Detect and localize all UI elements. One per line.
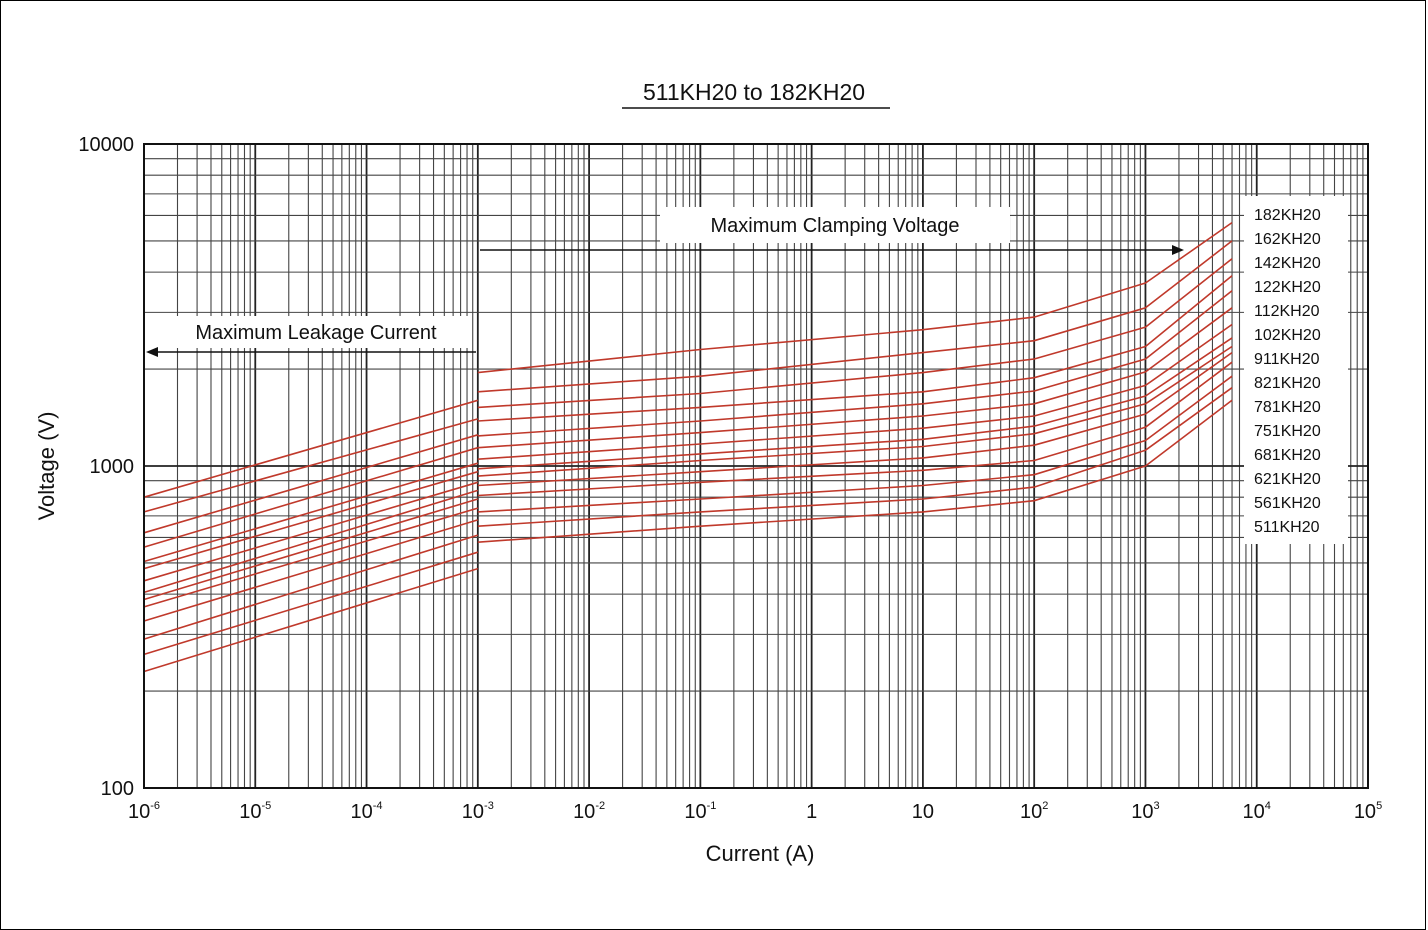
legend-entry: 911KH20 xyxy=(1254,351,1320,368)
y-tick-label: 100 xyxy=(101,778,134,800)
clamping-line-821KH20 xyxy=(477,337,1233,470)
clamping-line-911KH20 xyxy=(477,323,1233,460)
clamping-line-142KH20 xyxy=(477,258,1233,409)
legend-box xyxy=(1244,196,1348,544)
y-tick-label: 1000 xyxy=(90,456,135,478)
leakage-line-911KH20 xyxy=(143,481,479,582)
clamping-line-681KH20 xyxy=(477,361,1233,497)
clamping-line-162KH20 xyxy=(477,240,1233,393)
legend: 182KH20 162KH20 142KH20 122KH20 112KH20 102KH… xyxy=(1254,207,1321,536)
legend-entry: 122KH20 xyxy=(1254,279,1321,296)
clamping-line-621KH20 xyxy=(477,375,1233,513)
legend-entry: 781KH20 xyxy=(1254,399,1321,416)
legend-entry: 162KH20 xyxy=(1254,231,1321,248)
x-tick-label: 10-1 xyxy=(684,800,716,823)
leakage-line-561KH20 xyxy=(143,551,479,656)
legend-entry: 681KH20 xyxy=(1254,447,1321,464)
legend-entry: 621KH20 xyxy=(1254,471,1321,488)
x-tick-label: 103 xyxy=(1131,800,1159,823)
x-tick-label: 10-2 xyxy=(573,800,605,823)
x-tick-label: 105 xyxy=(1354,800,1382,823)
legend-entry: 102KH20 xyxy=(1254,327,1321,344)
leakage-line-681KH20 xyxy=(143,519,479,622)
x-tick-label: 10-4 xyxy=(351,800,383,823)
x-tick-label: 102 xyxy=(1020,800,1048,823)
leakage-line-511KH20 xyxy=(143,567,479,673)
legend-entry: 821KH20 xyxy=(1254,375,1321,392)
clamping-line-751KH20 xyxy=(477,351,1233,487)
clamping-line-781KH20 xyxy=(477,345,1233,477)
leakage-line-102KH20 xyxy=(143,470,479,570)
leakage-line-781KH20 xyxy=(143,498,479,601)
leakage-line-621KH20 xyxy=(143,534,479,640)
x-tick-label: 104 xyxy=(1243,800,1271,823)
curves xyxy=(143,221,1233,673)
y-tick-labels: 100 1000 10000 xyxy=(78,134,134,800)
chart-title: 511KH20 to 182KH20 xyxy=(643,79,865,105)
clamping-label-box xyxy=(660,207,1010,243)
leakage-line-142KH20 xyxy=(143,434,479,534)
x-tick-label: 10-6 xyxy=(128,800,160,823)
clamping-line-112KH20 xyxy=(477,290,1233,437)
x-tick-label: 1 xyxy=(806,801,817,823)
x-tick-label: 10-3 xyxy=(462,800,494,823)
y-tick-label: 10000 xyxy=(78,134,134,156)
clamping-line-511KH20 xyxy=(477,399,1233,543)
leakage-line-751KH20 xyxy=(143,507,479,608)
clamping-line-182KH20 xyxy=(477,221,1233,374)
legend-entry: 112KH20 xyxy=(1254,303,1320,320)
leakage-line-162KH20 xyxy=(143,418,479,513)
clamping-line-561KH20 xyxy=(477,387,1233,527)
leakage-line-122KH20 xyxy=(143,446,479,548)
x-tick-label: 10 xyxy=(912,801,934,823)
legend-entry: 182KH20 xyxy=(1254,207,1321,224)
grid xyxy=(143,144,1368,789)
leakage-annotation: Maximum Leakage Current xyxy=(195,322,437,344)
legend-entry: 751KH20 xyxy=(1254,423,1321,440)
y-axis-label: Voltage (V) xyxy=(34,412,59,521)
leakage-line-182KH20 xyxy=(143,399,479,498)
leakage-line-112KH20 xyxy=(143,462,479,563)
clamping-line-102KH20 xyxy=(477,307,1233,449)
legend-entry: 561KH20 xyxy=(1254,495,1321,512)
x-tick-labels: 10-6 10-5 10-4 10-3 10-2 10-1 1 10 102 103 104 105 xyxy=(128,800,1382,823)
leakage-line-821KH20 xyxy=(143,489,479,594)
clamping-arrow-head xyxy=(1172,245,1184,255)
plot-frame xyxy=(143,143,1369,789)
legend-entry: 511KH20 xyxy=(1254,519,1320,536)
legend-entry: 142KH20 xyxy=(1254,255,1321,272)
x-axis-label: Current (A) xyxy=(706,841,815,866)
leakage-arrow-head xyxy=(146,347,158,357)
x-tick-label: 10-5 xyxy=(239,800,271,823)
clamping-line-122KH20 xyxy=(477,275,1233,422)
plot-border xyxy=(143,143,1369,789)
leakage-label-box xyxy=(160,316,472,348)
clamping-annotation: Maximum Clamping Voltage xyxy=(711,215,960,237)
